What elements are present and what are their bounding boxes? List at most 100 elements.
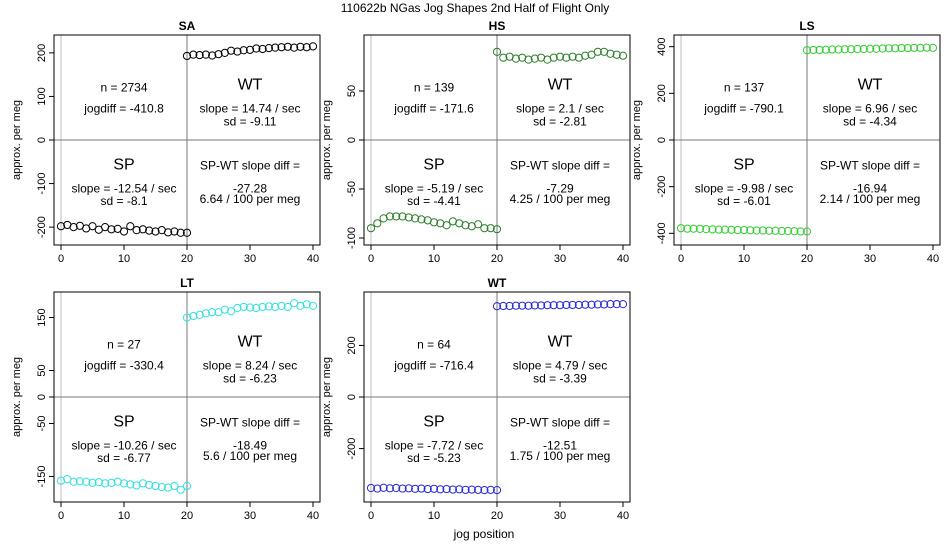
sp-point	[739, 225, 749, 235]
sp-point	[126, 480, 135, 489]
x-tick-label: 40	[307, 253, 319, 265]
slope-diff-per-meg: 2.14 / 100 per meg	[820, 192, 921, 206]
sp-point	[689, 224, 698, 233]
wt-point	[872, 44, 881, 53]
slope-diff-per-meg: 1.75 / 100 per meg	[510, 449, 611, 463]
wt-point	[815, 45, 824, 55]
wt-point	[549, 53, 558, 62]
sp-point	[467, 485, 476, 494]
wt-point	[182, 313, 192, 322]
wt-point	[277, 43, 286, 52]
sp-point	[366, 224, 376, 233]
figure-title: 110622b NGas Jog Shapes 2nd Half of Flig…	[341, 1, 610, 15]
wt-point	[308, 42, 318, 51]
wt-point	[593, 300, 602, 309]
x-tick-label: 30	[244, 253, 256, 265]
y-axis-label: approx. per meg	[11, 357, 23, 437]
wt-point	[549, 301, 558, 310]
y-tick-label: 50	[36, 364, 48, 376]
y-axis-label: approx. per meg	[321, 100, 333, 180]
slope-diff-value: -12.51	[543, 439, 577, 453]
sp-point	[777, 226, 786, 236]
wt-point	[802, 46, 812, 55]
sp-sd-label: sd = -6.77	[97, 451, 151, 465]
y-tick-label: 0	[36, 394, 48, 400]
slope-diff-value: -7.29	[546, 182, 574, 196]
panel-wt: WT 0 10 20 30 40 -200 0 200 approx. per meg n = 64…	[321, 276, 631, 522]
slope-diff-title: SP-WT slope diff =	[510, 158, 610, 172]
x-tick-label: 0	[58, 510, 64, 522]
panel-title: LT	[180, 276, 194, 290]
wt-point	[239, 46, 248, 55]
wt-point	[201, 50, 210, 59]
sp-point	[157, 482, 166, 492]
wt-point	[214, 50, 223, 59]
sp-point	[126, 222, 135, 231]
wt-point	[530, 54, 539, 63]
x-tick-label: 30	[864, 253, 876, 265]
sp-point	[119, 479, 129, 488]
sp-point	[702, 225, 711, 234]
x-tick-label: 20	[801, 253, 813, 265]
y-tick-label: 50	[346, 85, 358, 97]
sp-point	[733, 225, 742, 235]
sp-point	[385, 212, 394, 221]
y-tick-label: 0	[656, 137, 668, 143]
sp-point	[417, 484, 426, 493]
wt-point	[928, 43, 938, 52]
x-tick-label: 30	[244, 510, 256, 522]
wt-point	[903, 43, 912, 53]
wt-point	[283, 42, 292, 51]
sp-sd-label: sd = -6.01	[717, 194, 771, 208]
x-tick-label: 40	[617, 253, 629, 265]
sp-point	[492, 225, 502, 234]
sp-point	[138, 479, 147, 488]
y-axis-label: approx. per meg	[11, 100, 23, 180]
panel-hs: HS 0 10 20 30 40 -100 -50 0 50 approx. per meg n = …	[321, 19, 631, 265]
wt-point	[264, 43, 273, 53]
wt-point	[201, 309, 210, 318]
wt-point	[853, 44, 862, 54]
sp-point	[176, 228, 185, 237]
sp-point	[182, 228, 192, 237]
n-count-label: n = 137	[724, 81, 765, 95]
wt-point	[302, 300, 311, 309]
sp-point	[480, 486, 489, 495]
panel-title: HS	[489, 19, 506, 33]
jogdiff-label: jogdiff = -716.4	[393, 359, 474, 373]
sp-point	[151, 481, 160, 491]
wt-point	[296, 301, 305, 310]
sp-point	[379, 483, 388, 492]
wt-point	[865, 44, 875, 53]
wt-point	[606, 49, 615, 58]
x-tick-label: 40	[927, 253, 939, 265]
sp-point	[392, 483, 401, 493]
wt-point	[271, 302, 280, 312]
sp-point	[56, 476, 66, 485]
wt-point	[593, 47, 602, 56]
wt-point	[859, 44, 868, 54]
wt-point	[499, 301, 508, 311]
wt-point	[537, 301, 546, 310]
y-tick-label: 0	[346, 137, 358, 143]
y-tick-label: 0	[346, 394, 358, 400]
y-axis-label: approx. per meg	[631, 100, 643, 180]
x-tick-label: 40	[307, 510, 319, 522]
wt-sd-label: sd = -3.39	[533, 371, 587, 385]
wt-section-label: WT	[548, 77, 573, 94]
wt-point	[574, 300, 584, 310]
sp-slope-label: slope = -5.19 / sec	[385, 182, 483, 196]
sp-sd-label: sd = -4.41	[407, 194, 461, 208]
y-tick-label: 400	[656, 37, 668, 55]
panel-sa: SA 0 10 20 30 40 -200 -100 0 100 200 approx. per me…	[11, 19, 321, 265]
sp-point	[442, 221, 451, 230]
wt-slope-label: slope = 4.79 / sec	[513, 359, 607, 373]
jogdiff-label: jogdiff = -330.4	[83, 359, 164, 373]
wt-point	[252, 303, 261, 313]
jogdiff-label: jogdiff = -171.6	[393, 102, 474, 116]
wt-section-label: WT	[548, 334, 573, 351]
sp-point	[683, 224, 692, 233]
y-tick-label: -200	[346, 438, 358, 460]
wt-point	[189, 50, 198, 59]
sp-sd-label: sd = -5.23	[407, 451, 461, 465]
